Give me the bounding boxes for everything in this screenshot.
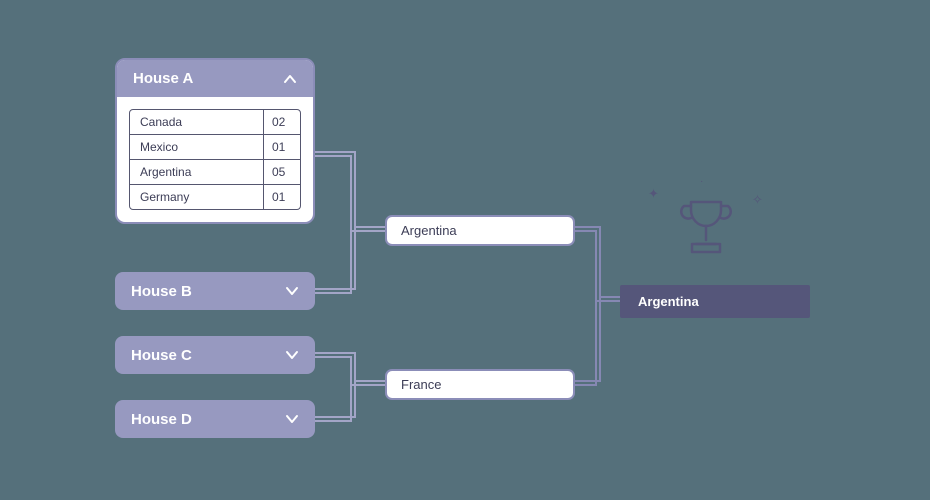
- bracket-canvas: House A Canada 02 Mexico 01 Argentina 05: [0, 0, 930, 500]
- chevron-up-icon: [283, 72, 297, 86]
- score-cell: 01: [264, 135, 300, 159]
- house-d-label: House D: [131, 411, 192, 428]
- chevron-down-icon: [285, 348, 299, 362]
- sparkle-icon: ✧: [752, 192, 763, 208]
- country-cell: Mexico: [130, 135, 264, 159]
- winner-label: Argentina: [638, 294, 699, 309]
- semifinal-2-label: France: [401, 377, 441, 392]
- house-a-standings: Canada 02 Mexico 01 Argentina 05 Germany…: [117, 97, 313, 222]
- chevron-down-icon: [285, 412, 299, 426]
- score-cell: 01: [264, 185, 300, 209]
- semifinal-1-box: Argentina: [385, 215, 575, 246]
- score-cell: 05: [264, 160, 300, 184]
- country-cell: Germany: [130, 185, 264, 209]
- semifinal-1-label: Argentina: [401, 223, 457, 238]
- house-b-label: House B: [131, 283, 192, 300]
- chevron-down-icon: [285, 284, 299, 298]
- table-row: Germany 01: [130, 185, 300, 209]
- house-a-card: House A Canada 02 Mexico 01 Argentina 05: [115, 58, 315, 224]
- sparkle-icon: ·: [700, 176, 703, 187]
- house-c-label: House C: [131, 347, 192, 364]
- winner-box: Argentina: [620, 285, 810, 318]
- trophy-icon: [666, 190, 746, 270]
- table-row: Mexico 01: [130, 135, 300, 160]
- house-c-header[interactable]: House C: [115, 336, 315, 374]
- table-row: Argentina 05: [130, 160, 300, 185]
- semifinal-2-box: France: [385, 369, 575, 400]
- table-row: Canada 02: [130, 110, 300, 135]
- house-a-header[interactable]: House A: [117, 60, 313, 97]
- country-cell: Canada: [130, 110, 264, 134]
- sparkle-icon: ✦: [648, 186, 659, 202]
- house-a-label: House A: [133, 70, 193, 87]
- score-cell: 02: [264, 110, 300, 134]
- house-d-header[interactable]: House D: [115, 400, 315, 438]
- house-b-header[interactable]: House B: [115, 272, 315, 310]
- country-cell: Argentina: [130, 160, 264, 184]
